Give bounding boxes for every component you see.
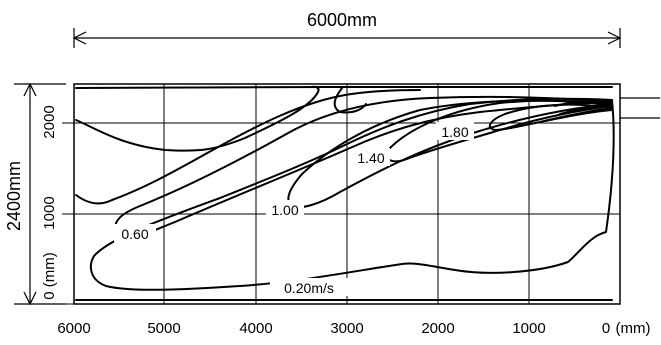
x-tick-6000: 6000 (57, 320, 90, 337)
contour-060 (114, 95, 613, 241)
width-dimension (72, 28, 622, 48)
contour-020-upper-left (75, 85, 320, 152)
x-tick-4000: 4000 (239, 320, 272, 337)
x-axis-unit: (mm) (616, 320, 651, 337)
contour-jet-2 (559, 103, 613, 115)
x-tick-2000: 2000 (421, 320, 454, 337)
inlet-duct (620, 97, 660, 119)
contour-label-060: 0.60 (121, 226, 148, 242)
width-dimension-label: 6000mm (307, 10, 377, 30)
contour-far-left (75, 89, 421, 205)
contour-label-backgrounds (114, 122, 474, 296)
x-tick-1000: 1000 (512, 320, 545, 337)
contour-jet-1 (544, 109, 613, 122)
contour-top-wall (75, 86, 613, 89)
y-tick-1000: 1000 (41, 196, 58, 229)
contour-jet-3 (554, 99, 613, 107)
x-tick-0: 0 (602, 320, 610, 337)
height-dimension (14, 82, 66, 306)
x-tick-5000: 5000 (147, 320, 180, 337)
contour-label-100: 1.00 (271, 202, 298, 218)
y-tick-2000: 2000 (41, 105, 58, 138)
y-tick-0-mm: 0 (mm) (41, 252, 58, 300)
contour-label-180: 1.80 (441, 124, 468, 140)
contour-label-140: 1.40 (357, 150, 384, 166)
contour-label-020: 0.20m/s (284, 280, 334, 296)
x-tick-3000: 3000 (330, 320, 363, 337)
height-dimension-label: 2400mm (4, 161, 24, 231)
contour-lines (75, 85, 615, 301)
contour-020 (89, 97, 615, 291)
plot-grid (62, 83, 621, 305)
